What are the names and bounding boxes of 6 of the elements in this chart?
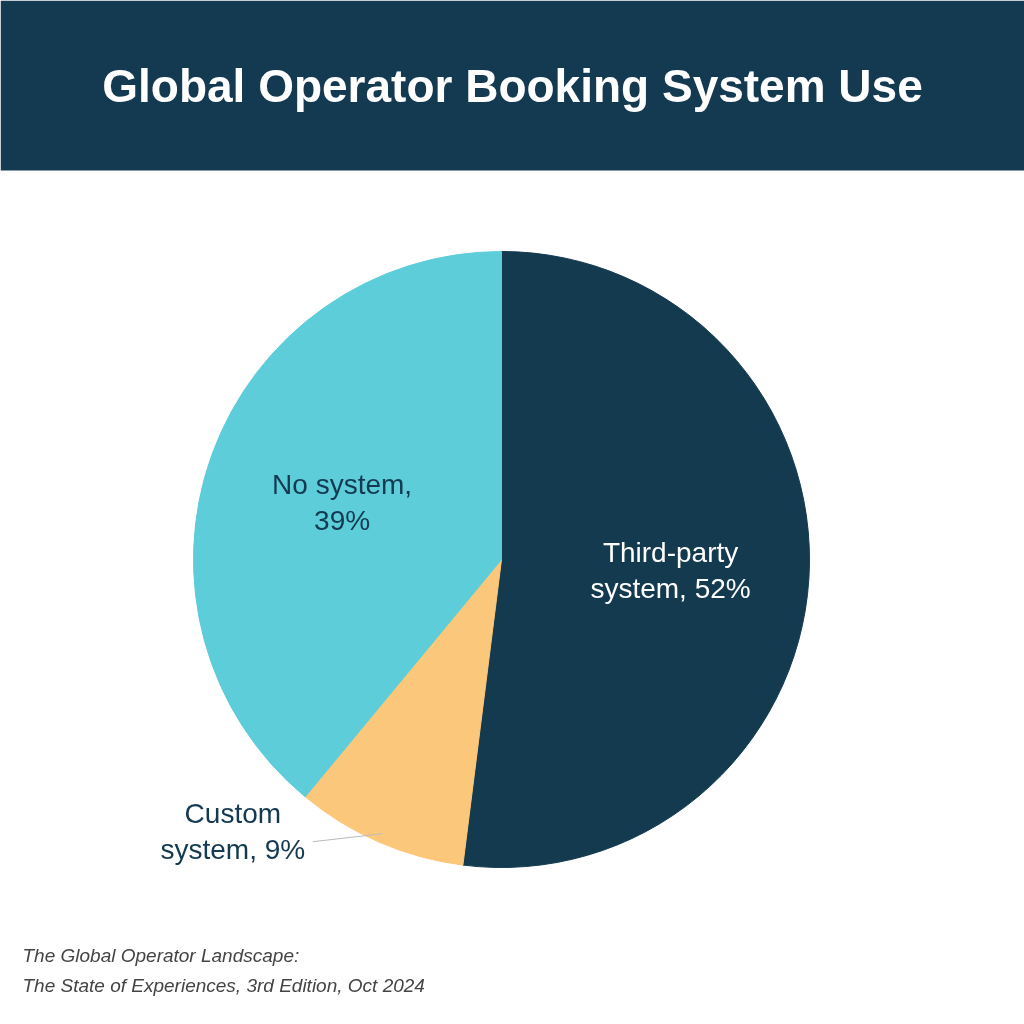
slice-label: Custom system, 9% [160, 798, 306, 866]
text: The Global Operator Landscape: [22, 945, 300, 966]
slice-label: No system, 39% [272, 468, 413, 536]
text: The State of Experiences, 3rd Edition, Oct 2024 [22, 975, 425, 996]
slice-label: Third-party system, 52% [590, 536, 751, 604]
chart-title: Global Operator Booking System Use [102, 59, 923, 112]
